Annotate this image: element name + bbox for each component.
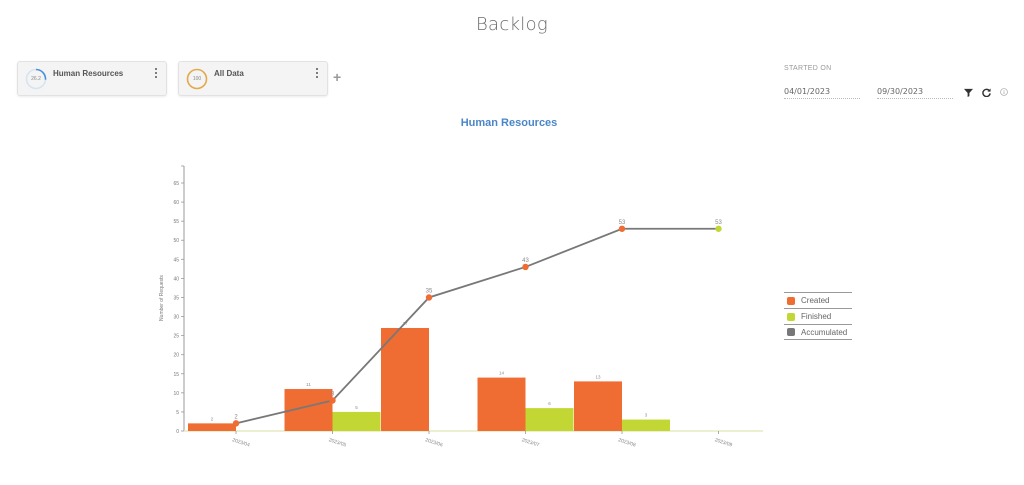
svg-text:55: 55	[173, 219, 179, 225]
svg-text:5: 5	[355, 405, 358, 410]
svg-text:2: 2	[234, 414, 238, 420]
svg-text:65: 65	[173, 181, 179, 187]
svg-text:50: 50	[173, 238, 179, 244]
svg-text:13: 13	[595, 374, 601, 379]
card-value: 26.2	[31, 76, 41, 82]
svg-text:6: 6	[548, 401, 551, 406]
created-swatch-icon	[787, 296, 795, 305]
svg-text:35: 35	[173, 295, 179, 301]
svg-text:60: 60	[173, 200, 179, 206]
legend-item-accumulated[interactable]: Accumulated	[784, 324, 852, 340]
svg-text:20: 20	[173, 353, 179, 359]
svg-text:2023/09: 2023/09	[714, 437, 733, 448]
svg-text:53: 53	[619, 220, 626, 226]
svg-text:0: 0	[176, 429, 179, 435]
card-value: 100	[192, 76, 202, 82]
svg-text:35: 35	[426, 288, 433, 294]
started-on-label: STARTED ON	[784, 65, 832, 72]
svg-text:2023/04: 2023/04	[231, 437, 250, 448]
card-all-data[interactable]: 100 All Data	[178, 61, 328, 96]
svg-text:2023/06: 2023/06	[424, 437, 443, 448]
svg-text:Number of Requests: Number of Requests	[159, 275, 165, 321]
add-card-button[interactable]: +	[333, 69, 342, 85]
svg-text:3: 3	[645, 413, 648, 418]
card-label: All Data	[214, 69, 244, 78]
svg-text:43: 43	[522, 258, 529, 264]
start-date-input[interactable]	[784, 84, 860, 99]
filter-icon[interactable]	[964, 88, 973, 97]
svg-text:14: 14	[499, 371, 505, 376]
page-title: Backlog	[475, 14, 549, 35]
card-label: Human Resources	[53, 69, 124, 78]
kebab-menu-icon[interactable]	[315, 68, 319, 81]
svg-text:30: 30	[173, 315, 179, 321]
accumulated-swatch-icon	[787, 328, 795, 336]
svg-text:2023/08: 2023/08	[617, 437, 636, 448]
svg-text:25: 25	[173, 334, 179, 340]
svg-text:8: 8	[331, 391, 335, 397]
progress-ring-icon	[25, 68, 47, 90]
kebab-menu-icon[interactable]	[154, 68, 158, 81]
svg-text:11: 11	[306, 382, 311, 387]
legend-item-created[interactable]: Created	[784, 292, 852, 308]
svg-text:53: 53	[715, 220, 722, 226]
card-human-resources[interactable]: 26.2 Human Resources	[17, 61, 167, 96]
svg-text:2023/07: 2023/07	[521, 437, 540, 448]
svg-text:2: 2	[211, 416, 214, 421]
svg-text:45: 45	[173, 257, 179, 263]
info-icon[interactable]	[1000, 88, 1008, 96]
refresh-icon[interactable]	[982, 88, 991, 97]
legend-item-finished[interactable]: Finished	[784, 308, 852, 324]
svg-text:2023/05: 2023/05	[328, 437, 347, 448]
chart-legend: Created Finished Accumulated	[784, 292, 852, 340]
end-date-input[interactable]	[877, 84, 953, 99]
svg-text:15: 15	[173, 372, 179, 378]
svg-text:10: 10	[173, 391, 179, 397]
chart-title: Human Resources	[460, 117, 558, 129]
finished-swatch-icon	[787, 312, 795, 321]
progress-ring-icon	[186, 68, 208, 90]
svg-text:40: 40	[173, 276, 179, 282]
svg-text:5: 5	[176, 410, 179, 416]
